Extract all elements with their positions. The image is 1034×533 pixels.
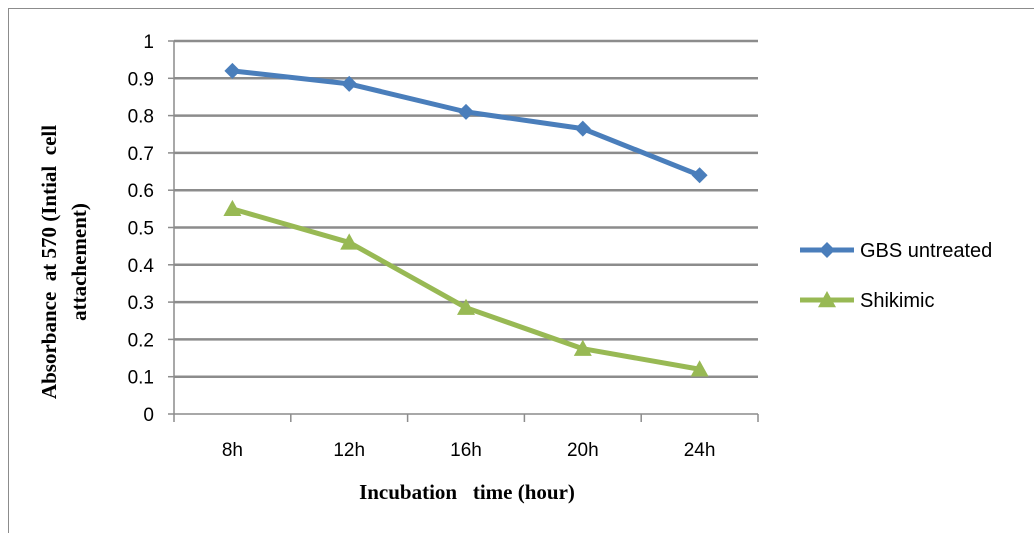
y-tick-label: 0.7 — [128, 144, 154, 165]
x-tick-label: 12h — [333, 440, 365, 461]
x-tick-label: 20h — [567, 440, 599, 461]
x-tick-label: 24h — [684, 440, 716, 461]
data-point-marker — [340, 233, 359, 250]
data-point-marker — [457, 298, 475, 315]
series — [223, 62, 709, 377]
data-point-marker — [341, 75, 358, 92]
x-tick-labels: 8h 12h 16h 20h 24h — [222, 440, 716, 461]
data-point-marker — [691, 167, 708, 184]
y-tick-labels: 0 0.1 0.2 0.3 0.4 0.5 0.6 0.7 0.8 0.9 1 — [128, 32, 155, 426]
gridlines — [174, 39, 758, 378]
y-tick-label: 0.2 — [128, 330, 154, 351]
chart-border — [8, 8, 1034, 533]
y-tick-label: 0.6 — [128, 181, 154, 202]
data-point-marker — [223, 199, 242, 217]
y-tick-label: 0.9 — [128, 69, 154, 90]
y-tick-label: 1 — [143, 32, 154, 53]
legend-marker — [818, 291, 836, 308]
data-point-marker — [458, 103, 474, 120]
x-tick-label: 16h — [450, 440, 482, 461]
y-tick-label: 0.5 — [128, 219, 154, 240]
y-axis-title-line2: attachement) — [67, 203, 91, 321]
legend-label: GBS untreated — [860, 240, 992, 262]
legend-label: Shikimic — [860, 290, 934, 312]
legend: GBS untreated Shikimic — [800, 240, 992, 312]
x-axis-title: Incubation time (hour) — [359, 480, 575, 504]
x-tick-label: 8h — [222, 440, 243, 461]
y-tick-label: 0.8 — [128, 107, 154, 128]
axes — [168, 40, 759, 422]
y-tick-label: 0.3 — [128, 293, 154, 314]
y-axis-title-line1: Absorbance at 570 (Intial cell — [37, 125, 61, 399]
series-line-1 — [232, 68, 701, 178]
y-axis-title-group: Absorbance at 570 (Intial cell attacheme… — [37, 125, 91, 399]
y-tick-label: 0.4 — [128, 256, 155, 277]
legend-marker — [819, 242, 835, 258]
y-tick-label: 0 — [143, 405, 154, 426]
y-tick-label: 0.1 — [128, 368, 154, 389]
data-point-marker — [574, 120, 591, 137]
data-point-marker — [224, 62, 241, 79]
data-point-marker — [573, 339, 592, 356]
series-line-2 — [231, 206, 701, 372]
data-point-marker — [690, 360, 709, 377]
